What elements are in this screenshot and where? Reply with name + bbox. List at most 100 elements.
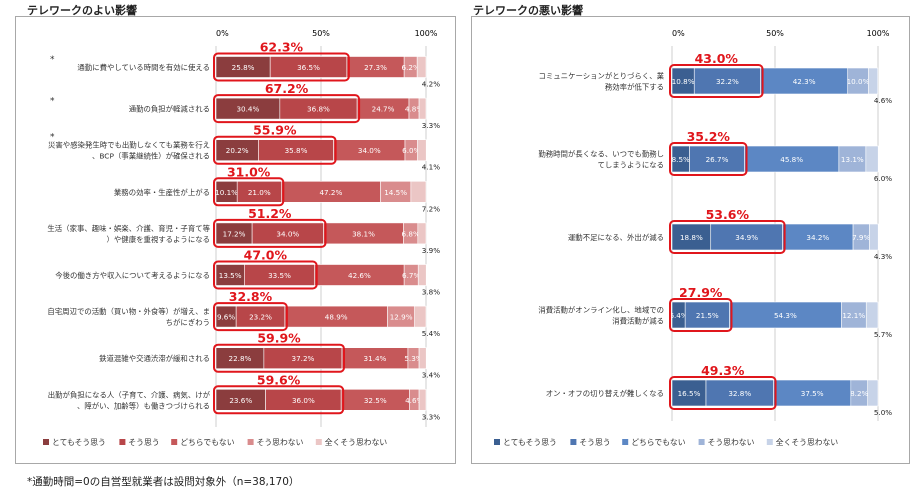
data-label: 17.2% (223, 229, 246, 238)
bar-segment (418, 388, 427, 411)
axis-tick-label: 50% (766, 29, 784, 38)
bar-segment (693, 67, 761, 95)
data-label: 13.5% (219, 271, 242, 280)
bar-segment (865, 301, 879, 329)
data-label: 32.8% (728, 389, 751, 398)
good-effects-chart: 0% 50% 100% 通勤に費やしている時間を有効に使える * 25.8% 36.5% 27… (43, 29, 440, 447)
asterisk-marker: * (50, 97, 55, 107)
category-label: 自宅周辺での活動（買い物・外食等）が増え、ま (47, 307, 210, 316)
data-label: 34.0% (358, 146, 381, 155)
legend-swatch (43, 439, 49, 445)
data-label: 10.1% (215, 188, 238, 197)
bar-segment (729, 301, 842, 329)
data-label: 5.0% (874, 408, 892, 417)
data-label: 20.2% (226, 146, 249, 155)
bar-segment (865, 145, 879, 173)
data-label: 34.2% (806, 233, 829, 242)
data-label: 12.1% (842, 311, 865, 320)
highlight-total: 51.2% (248, 206, 292, 221)
highlight-total: 59.6% (257, 372, 301, 387)
data-label: 38.1% (352, 229, 375, 238)
data-label: 42.6% (348, 271, 371, 280)
data-label: 27.3% (364, 63, 387, 72)
bar-segment (671, 223, 712, 251)
category-label: てしまうようになる (597, 161, 664, 170)
bar-segment (414, 305, 427, 328)
category-label: 、障がい、加齢等）も働きつづけられる (77, 401, 210, 410)
highlight-box (669, 142, 748, 176)
data-label: 3.9% (422, 246, 440, 255)
data-label: 21.5% (696, 311, 719, 320)
bar-segment (418, 347, 427, 370)
data-label: 4.2% (422, 80, 440, 89)
legend-swatch (698, 439, 705, 445)
legend-label: どちらでもない (180, 438, 235, 447)
category-label: ）や健康を重視するようになる (107, 235, 210, 244)
data-label: 30.4% (236, 105, 259, 114)
category-label: 出勤が負担になる人（子育て、介護、病気、けが (48, 390, 211, 399)
data-label: 3.3% (422, 121, 440, 130)
bar-segment (782, 223, 854, 251)
data-label: 24.7% (372, 105, 395, 114)
bar-segment (416, 56, 427, 78)
data-label: 6.8% (402, 229, 420, 238)
right-panel-title: テレワークの悪い影響 (473, 4, 583, 17)
data-label: 34.0% (276, 229, 299, 238)
bar-segment (417, 139, 427, 161)
bar-segment (744, 145, 840, 173)
data-label: 6.0% (874, 174, 892, 183)
data-label: 7.2% (422, 204, 440, 213)
legend-swatch (494, 439, 500, 445)
data-label: 47.2% (319, 188, 342, 197)
legend-label: そう思う (579, 438, 610, 447)
data-label: 42.3% (793, 77, 816, 86)
legend-label: とてもそう思う (503, 438, 557, 447)
bar-segment (417, 222, 427, 245)
data-label: 4.3% (874, 252, 892, 261)
category-label: オン・オフの切り替えが難しくなる (546, 389, 664, 398)
data-label: 32.2% (716, 77, 739, 86)
data-label: 32.5% (364, 396, 387, 405)
highlight-total: 31.0% (227, 164, 271, 179)
legend-label: 全くそう思わない (325, 437, 388, 447)
highlight-total: 49.3% (701, 363, 745, 378)
data-label: 4.1% (422, 163, 440, 172)
data-label: 34.9% (735, 233, 758, 242)
data-label: 7.9% (852, 233, 870, 242)
category-label: 鉄道混雑や交通渋滞が緩和される (99, 354, 210, 363)
footnote: *通勤時間=0の自営型就業者は設問対象外（n=38,170） (27, 476, 300, 488)
highlight-box (669, 298, 733, 332)
data-label: 36.8% (307, 105, 330, 114)
left-panel-title: テレワークのよい影響 (27, 4, 137, 17)
category-label: 消費活動がオンライン化し、地域での (538, 306, 664, 315)
legend-swatch (247, 439, 254, 445)
data-label: 6.0% (402, 146, 420, 155)
highlight-total: 67.2% (265, 81, 309, 96)
data-label: 12.9% (390, 313, 413, 322)
legend-label: そう思わない (708, 438, 755, 447)
legend-swatch (315, 439, 322, 445)
data-label: 33.5% (268, 271, 291, 280)
highlight-box (669, 376, 777, 410)
data-label: 35.8% (285, 146, 308, 155)
data-label: 3.8% (422, 288, 440, 297)
data-label: 8.2% (850, 389, 868, 398)
bar-segment (418, 97, 427, 120)
category-label: 生活（家事、趣味・娯楽、介護、育児・子育て等 (47, 224, 210, 233)
highlight-box (669, 64, 764, 98)
bar-segment (684, 301, 730, 329)
category-label: ちがにぎわう (166, 318, 210, 327)
left-chart-frame: 0% 50% 100% 通勤に費やしている時間を有効に使える * 25.8% 36.5% 27… (15, 16, 456, 464)
data-label: 16.5% (678, 389, 701, 398)
highlight-total: 27.9% (679, 285, 723, 300)
data-label: 5.7% (874, 330, 892, 339)
highlight-box (213, 94, 361, 124)
data-label: 6.2% (402, 63, 420, 72)
bar-segment (417, 264, 427, 286)
data-label: 10.0% (847, 77, 870, 86)
data-label: 4.6% (874, 96, 892, 105)
highlight-total: 43.0% (695, 51, 739, 66)
axis-tick-label: 0% (216, 29, 229, 38)
bar-segment (869, 223, 879, 251)
category-label: 業務の効率・生産性が上がる (114, 188, 210, 197)
